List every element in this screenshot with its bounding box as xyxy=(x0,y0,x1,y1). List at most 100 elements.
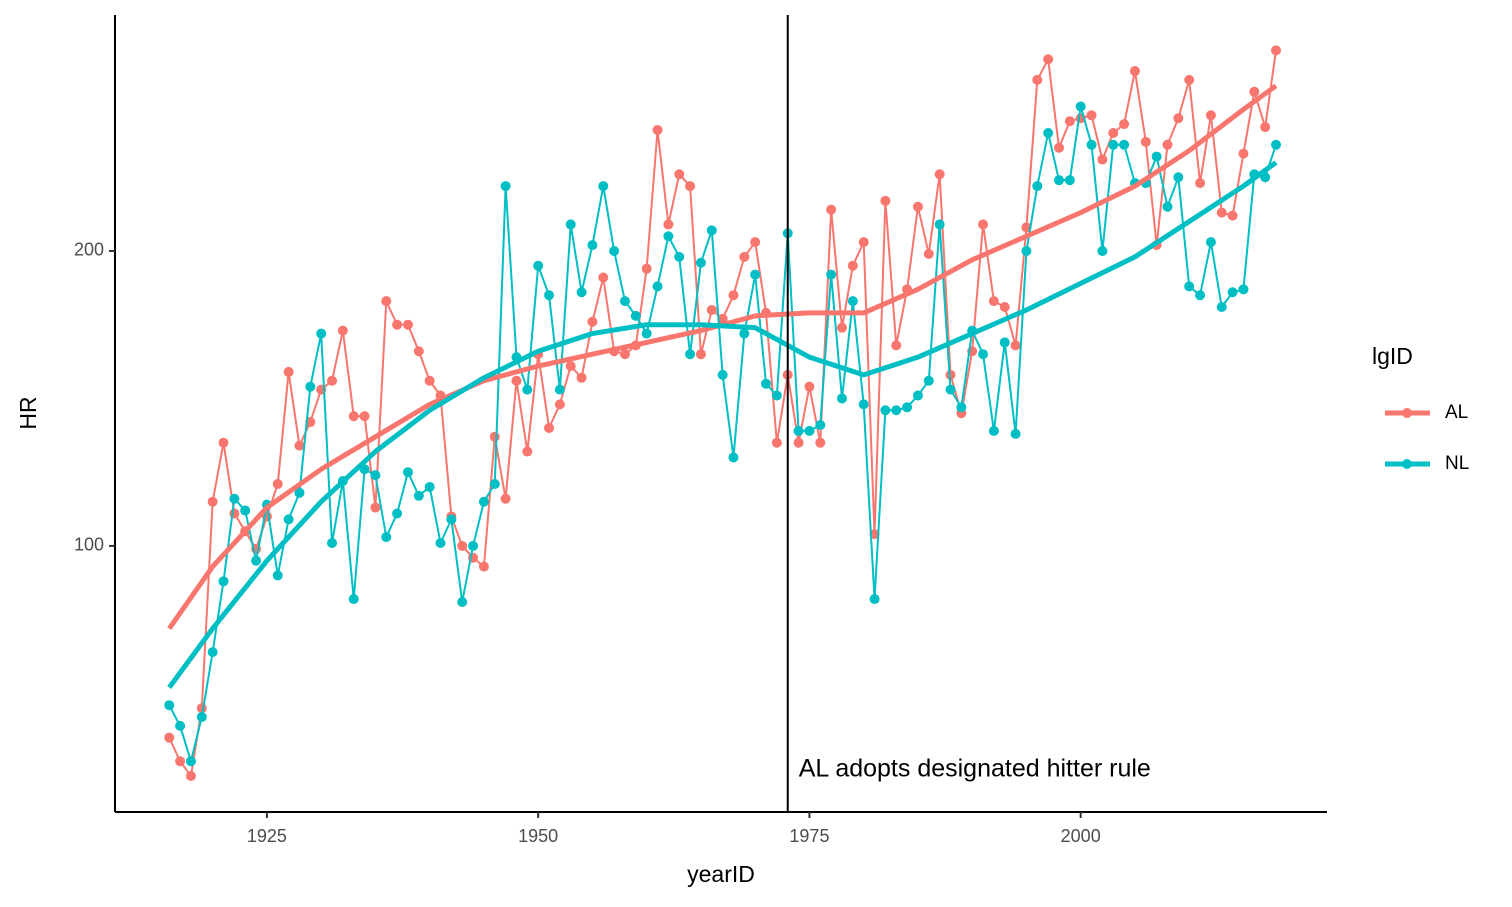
data-line xyxy=(168,106,1277,766)
data-point xyxy=(1010,428,1021,439)
data-point xyxy=(413,346,424,357)
data-point xyxy=(695,257,706,268)
data-point xyxy=(435,537,446,548)
data-point xyxy=(272,478,283,489)
data-point xyxy=(381,532,392,543)
data-point xyxy=(424,481,435,492)
data-point xyxy=(218,576,229,587)
data-point xyxy=(663,219,674,230)
data-point xyxy=(728,290,739,301)
y-tick-label: 100 xyxy=(74,535,104,555)
smooth-line xyxy=(167,83,1278,630)
data-point xyxy=(1271,45,1282,56)
data-point xyxy=(1032,74,1043,85)
data-point xyxy=(207,647,218,658)
data-point xyxy=(1053,142,1064,153)
data-point xyxy=(1205,237,1216,248)
data-point xyxy=(554,384,565,395)
data-point xyxy=(1129,66,1140,77)
data-point xyxy=(175,720,186,731)
data-point xyxy=(728,452,739,463)
data-point xyxy=(836,393,847,404)
data-point xyxy=(1064,116,1075,127)
data-point xyxy=(761,378,772,389)
data-point xyxy=(185,756,196,767)
legend-label: NL xyxy=(1445,453,1469,474)
data-point xyxy=(793,425,804,436)
data-point xyxy=(457,596,468,607)
data-point xyxy=(1227,287,1238,298)
data-point xyxy=(869,594,880,605)
data-point xyxy=(619,296,630,307)
data-point xyxy=(489,431,500,442)
data-point xyxy=(207,496,218,507)
data-point xyxy=(956,402,967,413)
data-point xyxy=(706,304,717,315)
smooth-line xyxy=(167,160,1278,690)
data-point xyxy=(945,384,956,395)
data-point xyxy=(500,181,511,192)
data-point xyxy=(988,425,999,436)
data-point xyxy=(826,204,837,215)
data-point xyxy=(685,349,696,360)
data-point xyxy=(674,251,685,262)
data-point xyxy=(695,349,706,360)
data-point xyxy=(1271,139,1282,150)
data-point xyxy=(988,296,999,307)
data-point xyxy=(1119,119,1130,130)
data-point xyxy=(587,240,598,251)
legend-title: lgID xyxy=(1372,343,1413,369)
data-point xyxy=(370,502,381,513)
data-point xyxy=(392,319,403,330)
data-point xyxy=(175,756,186,767)
data-point xyxy=(1032,181,1043,192)
data-point xyxy=(283,514,294,525)
data-point xyxy=(1151,151,1162,162)
data-point xyxy=(576,287,587,298)
legend-key-point xyxy=(1402,408,1412,418)
data-point xyxy=(978,349,989,360)
data-point xyxy=(359,411,370,422)
data-point xyxy=(891,340,902,351)
data-point xyxy=(1043,54,1054,65)
data-point xyxy=(717,313,728,324)
data-point xyxy=(1205,110,1216,121)
data-point xyxy=(1108,139,1119,150)
data-point xyxy=(1173,113,1184,124)
data-point xyxy=(1238,284,1249,295)
data-point xyxy=(923,248,934,259)
data-point xyxy=(522,384,533,395)
data-point xyxy=(185,771,196,782)
data-point xyxy=(717,369,728,380)
data-point xyxy=(446,514,457,525)
data-point xyxy=(912,201,923,212)
data-point xyxy=(804,425,815,436)
data-point xyxy=(598,272,609,283)
data-point xyxy=(1195,290,1206,301)
data-point xyxy=(1097,245,1108,256)
data-point xyxy=(858,237,869,248)
data-point xyxy=(316,328,327,339)
data-point xyxy=(392,508,403,519)
annotation: AL adopts designated hitter rule xyxy=(799,755,1151,783)
data-point xyxy=(891,405,902,416)
x-axis-title: yearID xyxy=(687,861,755,887)
x-tick-label: 1950 xyxy=(518,826,558,846)
data-point xyxy=(1119,139,1130,150)
data-point xyxy=(565,219,576,230)
data-point xyxy=(587,316,598,327)
x-tick-label: 1925 xyxy=(247,826,287,846)
data-point xyxy=(164,700,175,711)
data-point xyxy=(1216,207,1227,218)
data-point xyxy=(923,375,934,386)
data-point xyxy=(793,437,804,448)
data-point xyxy=(533,260,544,271)
data-point xyxy=(457,540,468,551)
data-point xyxy=(1010,340,1021,351)
data-point xyxy=(934,219,945,230)
data-point xyxy=(652,125,663,136)
data-point xyxy=(500,493,511,504)
data-point xyxy=(630,310,641,321)
data-point xyxy=(1086,139,1097,150)
